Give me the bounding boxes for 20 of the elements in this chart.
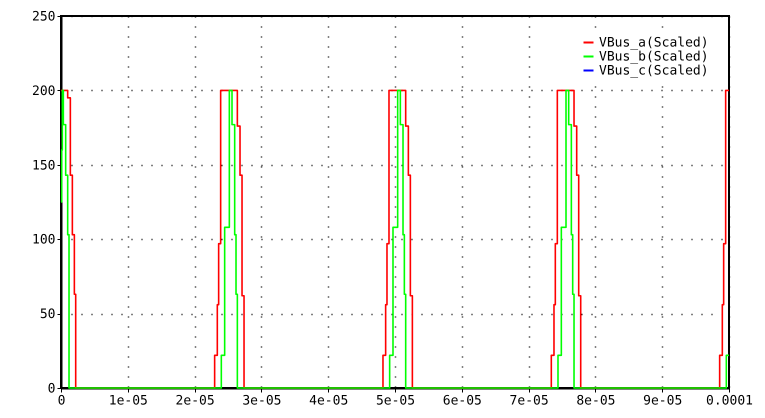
x-tick-label: 2e-05: [176, 394, 215, 408]
x-tick-label: 5e-05: [376, 394, 416, 408]
x-tick-label: 0: [58, 394, 66, 408]
y-tick-label: 200: [32, 84, 56, 99]
legend-label: VBus_c(Scaled): [599, 64, 709, 78]
y-tick-label: 250: [32, 10, 56, 24]
x-tick-label: 9e-05: [643, 394, 682, 408]
y-tick-label: 100: [32, 232, 56, 248]
y-tick-label: 150: [32, 158, 56, 174]
x-tick-label: 0.0001: [706, 394, 753, 408]
legend-label: VBus_b(Scaled): [599, 50, 709, 64]
y-tick-label: 0: [48, 382, 56, 396]
x-tick-label: 7e-05: [510, 394, 549, 408]
x-tick-label: 3e-05: [242, 394, 282, 408]
y-tick-label: 50: [40, 307, 56, 322]
x-tick-label: 1e-05: [108, 394, 148, 408]
legend-label: VBus_a(Scaled): [599, 36, 709, 50]
x-tick-label: 8e-05: [576, 394, 616, 408]
x-tick-label: 6e-05: [442, 394, 482, 408]
x-tick-label: 4e-05: [309, 394, 348, 408]
